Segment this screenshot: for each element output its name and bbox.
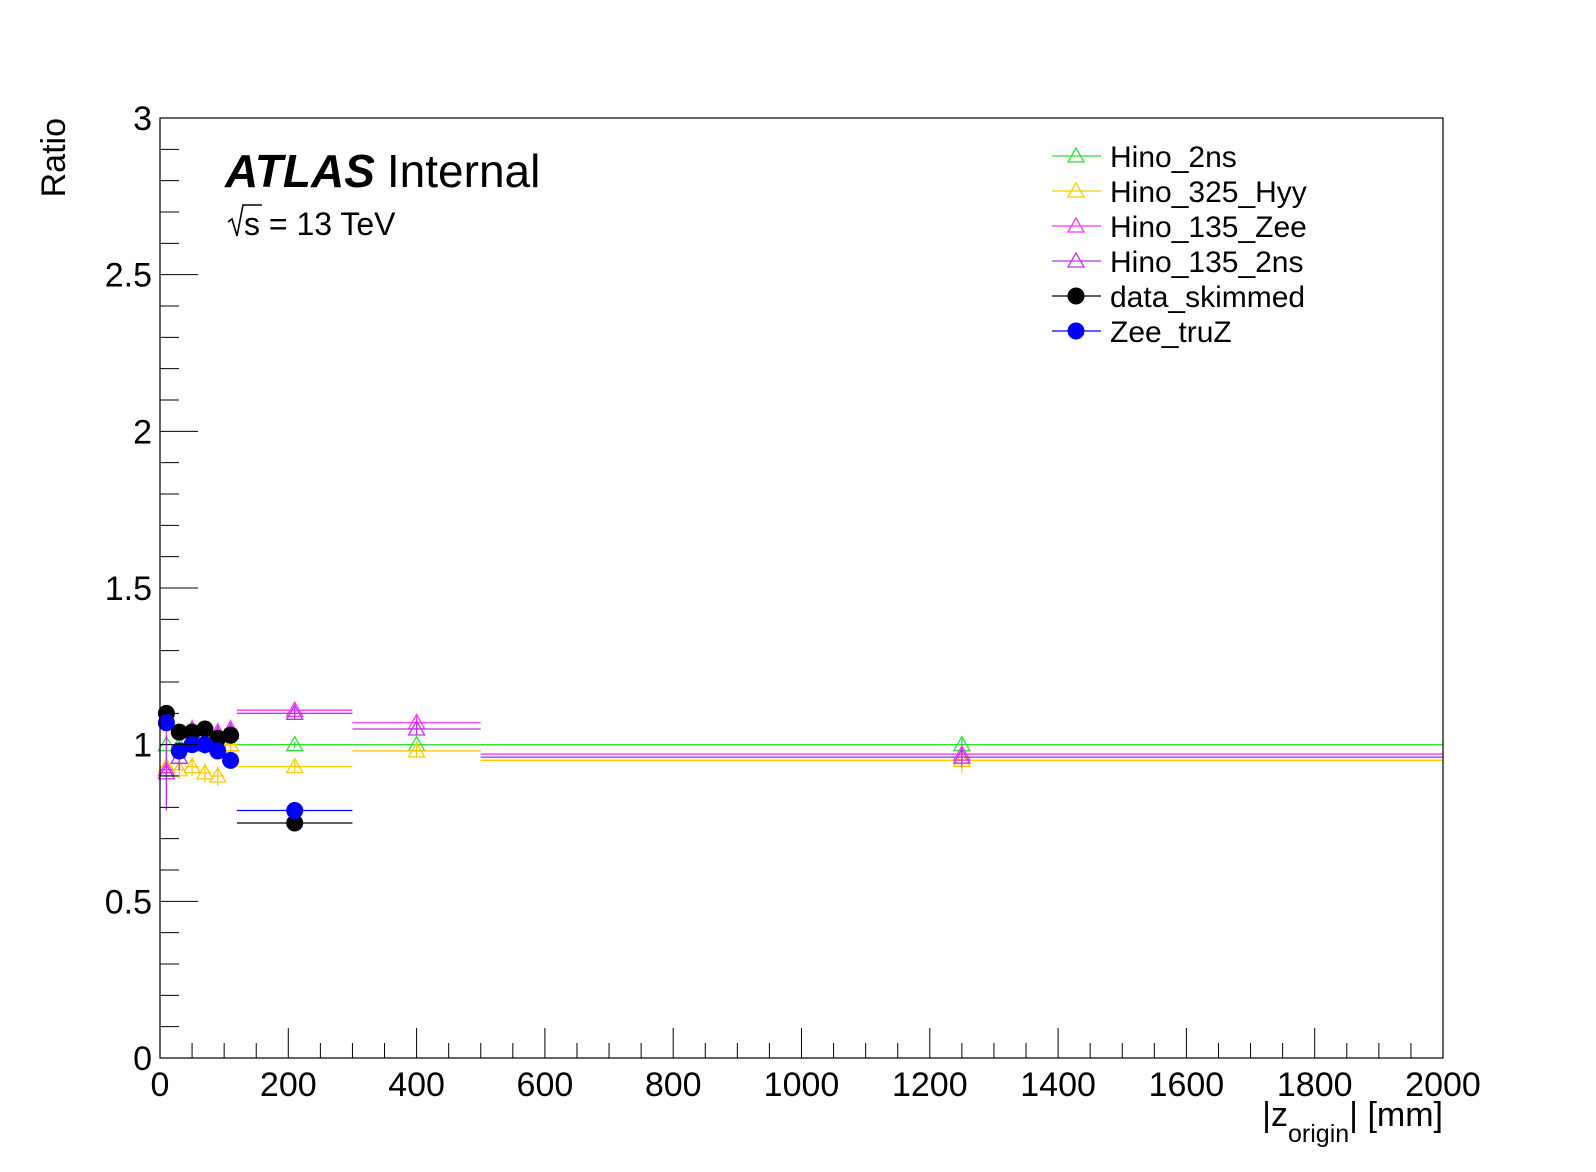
legend-label: Hino_325_Hyy [1110, 176, 1307, 209]
y-tick-label: 2 [133, 413, 152, 451]
data-point [157, 714, 175, 732]
legend-label: Hino_2ns [1110, 141, 1237, 174]
x-tick-label: 2000 [1405, 1066, 1481, 1104]
data-point [286, 801, 304, 819]
data-point [182, 757, 202, 774]
y-axis-label: Ratio [35, 118, 73, 197]
legend-marker [1066, 216, 1086, 233]
x-tick-label: 600 [517, 1066, 574, 1104]
energy-label: s = 13 TeV [244, 206, 396, 242]
x-axis-label-main: |z [1262, 1096, 1288, 1134]
data-point [209, 742, 227, 760]
x-axis-label-subscript: origin [1288, 1120, 1349, 1148]
data-point [222, 751, 240, 769]
energy-label-value: = 13 TeV [260, 206, 396, 242]
atlas-label: ATLAS Internal [224, 145, 540, 197]
legend-marker [1066, 251, 1086, 268]
legend-marker [1067, 322, 1085, 340]
energy-label-symbol: s [244, 206, 260, 242]
x-tick-label: 800 [645, 1066, 702, 1104]
y-axis: 0 0.5 1 1.5 2 2.5 3 [105, 100, 198, 1078]
x-tick-label: 400 [388, 1066, 445, 1104]
data-point [170, 760, 189, 777]
legend-entry: Hino_325_Hyy [1052, 176, 1307, 209]
x-tick-label: 200 [260, 1066, 317, 1104]
data-point [208, 766, 227, 783]
data-point [222, 726, 240, 744]
legend-label: Zee_truZ [1110, 316, 1232, 349]
data-point [221, 735, 240, 752]
data-point [285, 704, 304, 720]
legend-entry: Hino_135_2ns [1052, 246, 1304, 279]
legend-entry: Hino_135_Zee [1052, 211, 1307, 244]
atlas-experiment: ATLAS [224, 145, 375, 197]
data-point [285, 735, 304, 752]
legend-label: Hino_135_Zee [1110, 211, 1307, 244]
legend-entry: Hino_2ns [1052, 141, 1237, 174]
y-tick-label: 1.5 [105, 570, 152, 608]
legend-entry: Zee_truZ [1052, 316, 1232, 349]
legend-marker [1066, 181, 1086, 198]
legend: Hino_2nsHino_325_HyyHino_135_ZeeHino_135… [1052, 141, 1307, 349]
data-point [195, 763, 215, 780]
y-tick-label: 2.5 [105, 257, 152, 295]
legend-label: Hino_135_2ns [1110, 246, 1304, 279]
y-tick-label: 1 [133, 727, 152, 765]
atlas-status: Internal [387, 145, 540, 197]
data-point [407, 719, 426, 736]
y-tick-label: 3 [133, 100, 152, 138]
data-point [157, 763, 176, 780]
x-tick-label: 1400 [1020, 1066, 1096, 1104]
x-axis-label-tail: | [mm] [1349, 1096, 1443, 1134]
series-Zee_truZ [157, 714, 353, 819]
data-point [285, 757, 304, 774]
data-layer [157, 700, 1443, 832]
y-tick-label: 0.5 [105, 883, 152, 921]
y-tick-label: 0 [133, 1040, 152, 1078]
legend-entry: data_skimmed [1052, 281, 1305, 314]
data-point [407, 741, 426, 758]
x-tick-label: 1200 [892, 1066, 968, 1104]
sqrt-icon [227, 204, 262, 237]
x-tick-label: 1800 [1277, 1066, 1353, 1104]
x-axis-label: |zorigin| [mm] [1262, 1096, 1443, 1148]
x-tick-label: 1600 [1149, 1066, 1225, 1104]
data-point [952, 747, 971, 764]
x-axis: 0 200 400 600 800 1000 1200 1400 1600 1800 2000 [151, 1028, 1481, 1104]
x-tick-label: 0 [151, 1066, 170, 1104]
x-tick-label: 1000 [764, 1066, 840, 1104]
legend-marker [1066, 146, 1086, 163]
legend-label: data_skimmed [1110, 281, 1305, 314]
series-data_skimmed [157, 704, 353, 832]
legend-marker [1067, 287, 1085, 305]
